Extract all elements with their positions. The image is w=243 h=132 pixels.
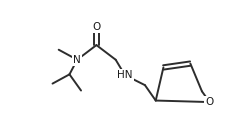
Text: O: O	[206, 97, 214, 107]
Text: O: O	[92, 22, 101, 32]
Text: HN: HN	[117, 70, 133, 80]
Text: N: N	[73, 55, 81, 65]
